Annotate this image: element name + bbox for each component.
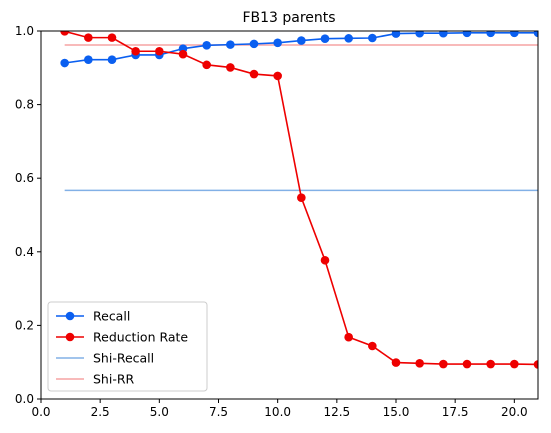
x-axis: 0.0 2.5 5.0 7.5 10.0 12.5 15.0 17.5 20.0 (31, 399, 528, 419)
recall-point (486, 31, 495, 38)
reduction-rate-point (273, 71, 282, 81)
y-tick-label: 0.2 (15, 318, 34, 332)
x-tick-label: 0.0 (31, 405, 50, 419)
reduction-rate-point (415, 359, 424, 368)
reduction-rate-point (60, 31, 69, 36)
y-tick-label: 0.4 (15, 245, 34, 259)
recall-point (107, 55, 117, 65)
y-tick-label: 0.8 (15, 98, 34, 112)
recall-point (462, 31, 472, 38)
legend-label-reduction-rate: Reduction Rate (93, 330, 188, 345)
reduction-rate-point (84, 33, 93, 42)
x-tick-label: 20.0 (501, 405, 528, 419)
reduction-rate-point (178, 49, 188, 59)
reduction-rate-point (391, 358, 401, 367)
recall-point (320, 34, 330, 44)
recall-point (533, 31, 538, 38)
recall-point (368, 33, 377, 43)
recall-point (344, 34, 353, 43)
y-tick-label: 1.0 (15, 24, 34, 38)
recall-point (249, 39, 259, 49)
chart-title: FB13 parents (242, 10, 335, 26)
legend-box (47, 301, 208, 392)
recall-point (510, 31, 519, 38)
recall-point (226, 40, 235, 49)
recall-point (273, 38, 282, 48)
recall-point (60, 58, 69, 68)
legend: Recall Reduction Rate Shi-Recall Shi-RR (47, 301, 208, 392)
recall-point (391, 31, 401, 38)
plot-area (60, 31, 538, 369)
reduction-rate-point (462, 359, 472, 369)
reduction-rate-point (320, 255, 330, 265)
reduction-rate-point (226, 63, 235, 72)
reduction-rate-point (249, 69, 259, 79)
reduction-rate-point (368, 341, 377, 351)
x-tick-label: 7.5 (209, 405, 228, 419)
x-tick-label: 2.5 (91, 405, 110, 419)
reduction-rate-point (131, 46, 140, 56)
legend-label-recall: Recall (93, 309, 130, 324)
reduction-rate-point (344, 332, 353, 342)
reduction-rate-point (533, 360, 538, 369)
legend-label-shi-rr: Shi-RR (93, 372, 135, 387)
reduction-rate-point (439, 359, 448, 369)
x-tick-label: 15.0 (383, 405, 410, 419)
reduction-rate-point (107, 33, 117, 42)
legend-label-shi-recall: Shi-Recall (93, 351, 154, 366)
y-tick-label: 0.0 (15, 392, 34, 406)
reduction-rate-point (510, 359, 519, 369)
reduction-rate-point (202, 60, 211, 70)
recall-point (84, 55, 93, 65)
reduction-rate-point (486, 359, 495, 369)
x-tick-label: 12.5 (323, 405, 350, 419)
x-tick-label: 10.0 (264, 405, 291, 419)
y-axis: 0.0 0.2 0.4 0.6 0.8 1.0 (15, 24, 41, 406)
y-tick-label: 0.6 (15, 171, 34, 185)
plot-frame (40, 30, 539, 400)
reduction-rate-point (297, 193, 306, 203)
legend-marker-recall (65, 311, 75, 321)
x-tick-label: 17.5 (442, 405, 469, 419)
recall-point (297, 36, 306, 45)
reduction-rate-point (155, 46, 164, 56)
recall-point (202, 41, 211, 50)
legend-marker-reduction-rate (65, 332, 75, 342)
x-tick-label: 5.0 (150, 405, 169, 419)
recall-point (439, 31, 448, 38)
recall-point (415, 31, 424, 38)
